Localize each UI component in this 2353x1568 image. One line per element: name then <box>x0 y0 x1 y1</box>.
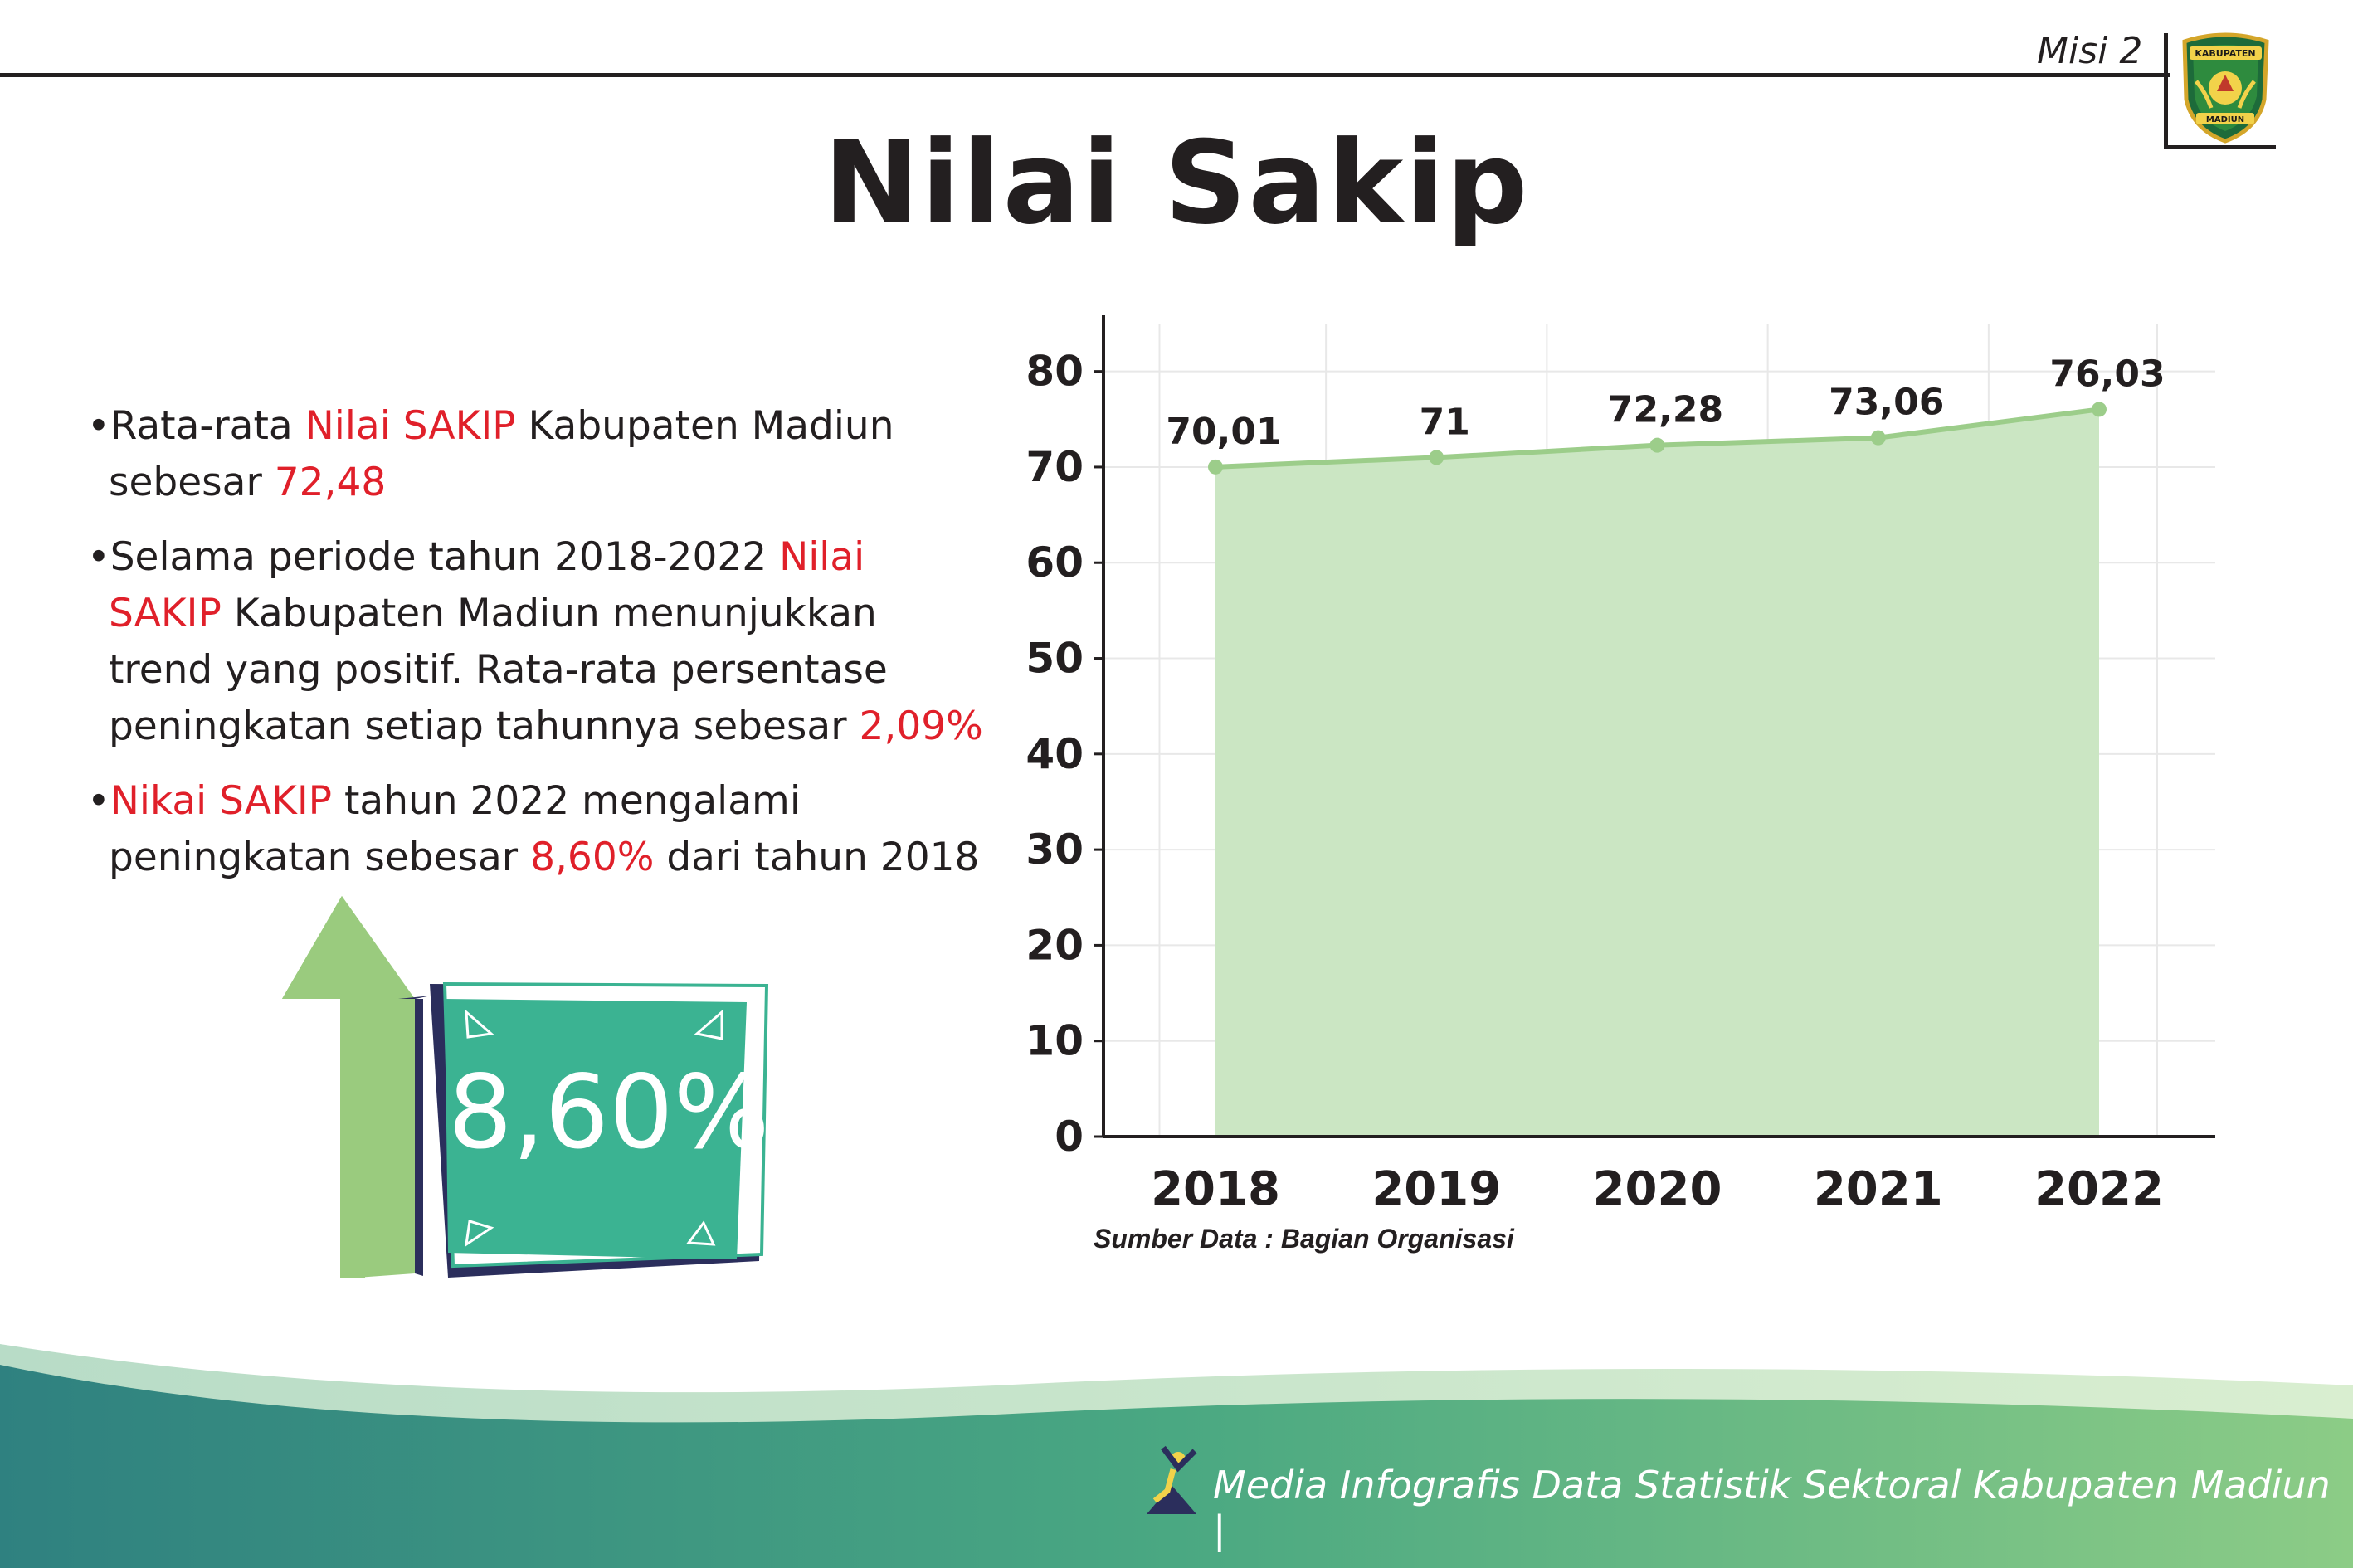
logo-text-top: KABUPATEN <box>2195 48 2255 59</box>
bullet-highlight: Nikai SAKIP <box>110 778 333 824</box>
bullet-list: •Rata-rata Nilai SAKIP Kabupaten Madiun … <box>87 398 983 904</box>
y-tick-label: 60 <box>1025 538 1084 587</box>
bullet-highlight: Nilai SAKIP <box>109 534 865 636</box>
bullet-highlight: Nilai SAKIP <box>304 403 516 449</box>
y-tick-label: 40 <box>1025 730 1084 778</box>
y-tick-label: 20 <box>1025 921 1084 969</box>
data-label: 76,03 <box>2049 353 2165 395</box>
x-tick-label: 2020 <box>1593 1162 1722 1216</box>
header-rule-vertical <box>2164 33 2168 149</box>
data-label: 71 <box>1420 401 1470 443</box>
data-label: 73,06 <box>1829 382 1944 424</box>
bullet-text: tahun 2022 mengalami peningkatan sebesar <box>109 778 801 880</box>
data-point <box>1649 437 1665 453</box>
y-tick-label: 0 <box>1055 1113 1084 1161</box>
header-rule-short <box>2164 145 2276 149</box>
x-tick-label: 2021 <box>1814 1162 1943 1216</box>
chart-area <box>1215 407 2100 1137</box>
chart-axes <box>1102 315 2215 1138</box>
sakip-chart: 0 10 20 30 40 50 60 70 80 2018 2019 2020 2021 2022 7… <box>1025 315 2215 1216</box>
page-title: Nilai Sakip <box>823 116 1530 250</box>
misi-label: Misi 2 <box>2037 30 2143 72</box>
bullet-item: •Nikai SAKIP tahun 2022 mengalami pening… <box>87 773 983 886</box>
bullet-item: •Selama periode tahun 2018-2022 Nilai SA… <box>87 529 983 755</box>
data-point <box>1870 430 1886 446</box>
bullet-item: •Rata-rata Nilai SAKIP Kabupaten Madiun … <box>87 398 983 511</box>
data-point <box>2092 402 2107 417</box>
header-rule <box>0 73 2170 77</box>
x-tick-label: 2019 <box>1371 1162 1501 1216</box>
logo-text-bottom: MADIUN <box>2206 115 2244 124</box>
x-axis-ticks: 2018 2019 2020 2021 2022 <box>1151 1162 2164 1216</box>
y-tick-label: 10 <box>1025 1017 1084 1065</box>
data-point <box>1429 450 1444 465</box>
data-label: 72,28 <box>1608 389 1723 431</box>
y-tick-label: 30 <box>1025 825 1084 874</box>
increase-arrow-graphic <box>282 896 769 1278</box>
chart-points <box>1208 402 2107 475</box>
y-tick-label: 50 <box>1025 635 1084 683</box>
data-point <box>1208 459 1223 475</box>
bullet-text: •Rata-rata <box>87 403 305 449</box>
bullet-text: Kabupaten Madiun sebesar <box>109 403 894 505</box>
y-axis-ticks: 0 10 20 30 40 50 60 70 80 <box>1025 348 1103 1161</box>
x-tick-label: 2022 <box>2034 1162 2164 1216</box>
bullet-text: Kabupaten Madiun menunjukkan trend yang … <box>109 591 888 749</box>
bullet-highlight: 8,60% <box>530 835 655 880</box>
x-tick-label: 2018 <box>1151 1162 1280 1216</box>
arrow-shadow <box>415 999 423 1276</box>
y-tick-label: 70 <box>1025 443 1084 491</box>
footer-person-icon <box>1147 1445 1197 1514</box>
footer-text: Media Infografis Data Statistik Sektoral… <box>1213 1463 2331 1552</box>
series-area <box>1215 409 2099 1137</box>
bullet-text: •Selama periode tahun 2018-2022 <box>87 534 780 580</box>
box-fill <box>445 999 747 1259</box>
y-tick-label: 80 <box>1025 348 1084 396</box>
increase-value: 8,60% <box>448 1054 770 1171</box>
bullet-text: dari tahun 2018 <box>654 835 980 880</box>
bullet-text: • <box>87 778 110 824</box>
data-label: 70,01 <box>1166 411 1281 453</box>
source-note: Sumber Data : Bagian Organisasi <box>1094 1224 1514 1254</box>
kabupaten-madiun-logo: KABUPATEN MADIUN <box>2182 32 2269 144</box>
bullet-highlight: 72,48 <box>274 460 387 505</box>
bullet-highlight: 2,09% <box>859 704 983 749</box>
chart-value-labels: 70,01 71 72,28 73,06 76,03 <box>1166 353 2165 452</box>
